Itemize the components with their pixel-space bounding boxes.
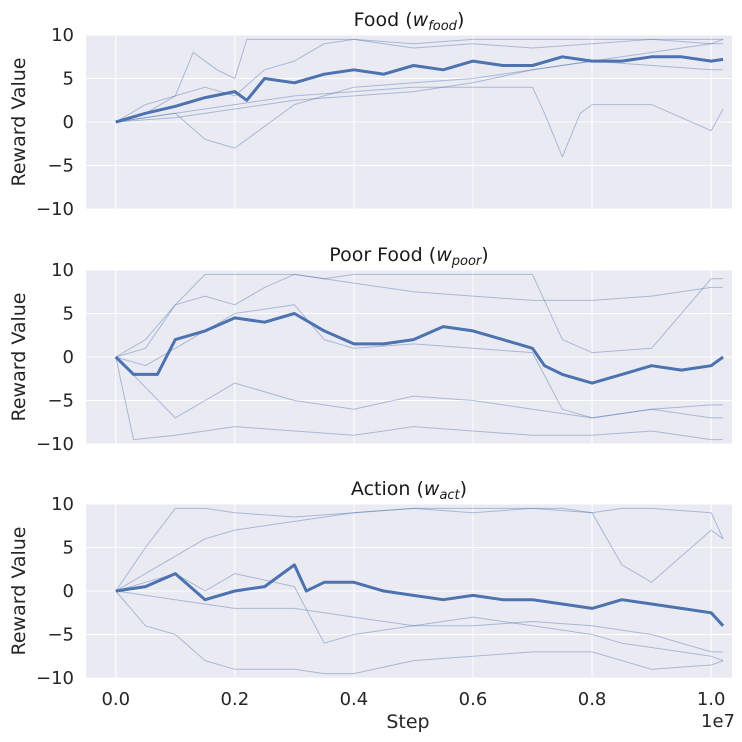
title-suffix: ) <box>457 9 464 31</box>
title-prefix: Poor Food ( <box>329 244 436 266</box>
mean-line <box>115 55 724 124</box>
subplot-poor: 10 5 0 −5 −10 Reward Value Poor Food (wpoor) <box>8 244 732 455</box>
x-tick-label: 0.2 <box>221 689 250 710</box>
subplot-title: Action (wact) <box>351 478 467 503</box>
y-tick-label: 0 <box>63 112 74 133</box>
title-prefix: Action ( <box>351 478 424 500</box>
y-tick-label: 0 <box>63 347 74 368</box>
mean-line <box>114 312 724 385</box>
subplot-title: Poor Food (wpoor) <box>329 244 488 269</box>
title-variable: w <box>413 9 429 31</box>
seed-run-line-1 <box>115 273 724 358</box>
x-tick-label: 1.0 <box>697 689 726 710</box>
y-tick-label: −5 <box>47 391 74 412</box>
x-tick-label: 0.4 <box>340 689 369 710</box>
title-prefix: Food ( <box>354 9 413 31</box>
y-tick-label: −5 <box>47 156 74 177</box>
y-tick-label: 5 <box>63 69 74 90</box>
subplot-food: 10 5 0 −5 −10 Reward Value Food (wfood) <box>8 9 732 220</box>
seed-run-line-5 <box>115 590 724 662</box>
x-offset-label: 1e7 <box>701 711 735 732</box>
y-tick-label: 10 <box>51 25 74 46</box>
seed-run-line-4 <box>115 590 724 675</box>
seed-run-line-2 <box>115 273 724 358</box>
series-lines <box>114 273 724 441</box>
y-tick-label: 10 <box>51 494 74 515</box>
series-lines <box>115 38 724 158</box>
y-tick-label: −5 <box>47 625 74 646</box>
seed-run-line-3 <box>115 60 724 149</box>
seed-run-line-4 <box>115 86 724 158</box>
seed-run-line-2 <box>115 507 724 592</box>
x-tick-label: 0.8 <box>578 689 607 710</box>
mean-line <box>115 563 725 627</box>
y-tick-label: −10 <box>36 668 74 689</box>
title-subscript: act <box>439 488 460 503</box>
x-axis-label: Step <box>386 711 429 733</box>
seed-run-line-3 <box>115 573 724 653</box>
y-tick-label: 5 <box>63 538 74 559</box>
seed-run-line-5 <box>115 38 724 123</box>
title-variable: w <box>424 478 440 500</box>
y-axis-label: Reward Value <box>8 527 30 656</box>
title-subscript: food <box>428 19 457 34</box>
seed-run-line-1 <box>115 507 724 592</box>
y-axis-label: Reward Value <box>8 58 30 187</box>
seed-run-line-5 <box>115 356 724 441</box>
title-suffix: ) <box>460 478 467 500</box>
y-tick-label: 0 <box>63 581 74 602</box>
subplot-act: 10 5 0 −5 −10 0.0 0.2 0.4 0.6 0.8 1.0 Reward Value A… <box>8 478 732 710</box>
subplot-title: Food (wfood) <box>354 9 465 34</box>
y-tick-label: 5 <box>63 304 74 325</box>
x-tick-label: 0.0 <box>101 689 130 710</box>
title-suffix: ) <box>481 244 488 266</box>
seed-run-line-3 <box>115 304 724 419</box>
seed-run-line-2 <box>115 38 724 123</box>
seed-run-line-4 <box>115 356 724 419</box>
y-tick-label: −10 <box>36 199 74 220</box>
title-variable: w <box>436 244 452 266</box>
y-axis-label: Reward Value <box>8 293 30 422</box>
seed-run-line-1 <box>115 38 724 123</box>
title-subscript: poor <box>451 254 483 269</box>
x-tick-label: 0.6 <box>459 689 488 710</box>
y-tick-label: −10 <box>36 434 74 455</box>
series-lines <box>115 507 725 675</box>
y-tick-label: 10 <box>51 260 74 281</box>
